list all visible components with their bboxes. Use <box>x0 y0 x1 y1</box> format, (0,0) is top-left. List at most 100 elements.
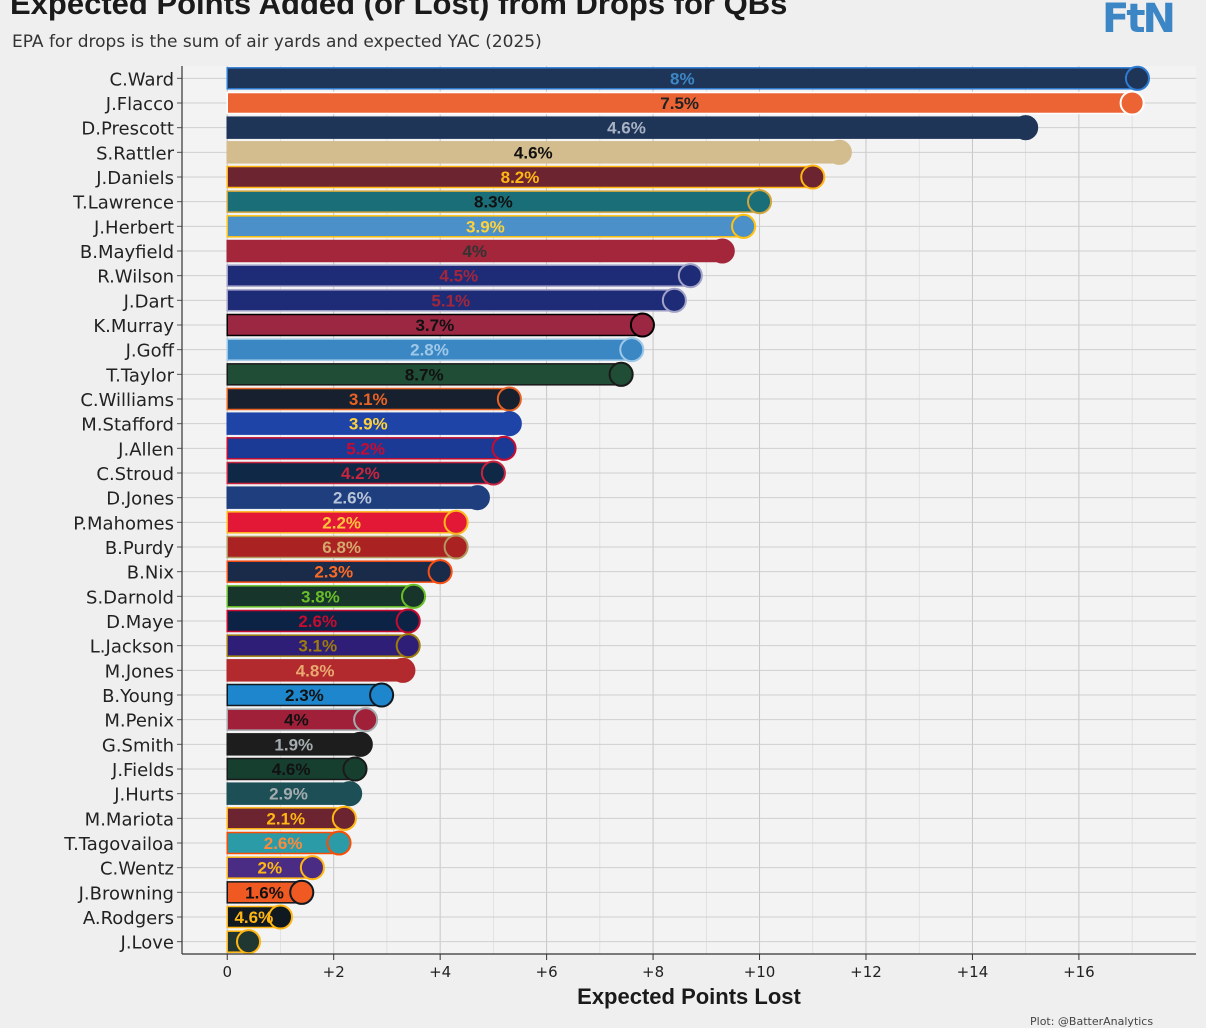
team-logo-commanders <box>800 164 826 190</box>
team-logo-ravens <box>395 633 421 659</box>
team-logo-titans <box>1124 65 1150 91</box>
x-tick-label: +14 <box>957 963 989 981</box>
team-logo-eagles <box>337 781 363 807</box>
team-logo-49ers <box>390 657 416 683</box>
data-label: 3.1% <box>298 637 337 656</box>
x-axis: 0 +2 +4 +6 +8 +10 +12 +14 +16 <box>181 66 1196 981</box>
team-logo-bears <box>496 386 522 412</box>
y-tick-label: A.Rodgers <box>83 908 174 929</box>
data-label: 3.1% <box>349 390 388 409</box>
team-logo-giants <box>677 263 703 289</box>
y-tick-label: C.Ward <box>110 69 174 90</box>
x-axis-label: Expected Points Lost <box>577 984 801 1009</box>
data-label: 8.2% <box>501 168 540 187</box>
team-logo-jaguars <box>746 189 773 215</box>
team-logo-commanders <box>331 805 357 831</box>
y-tick-label: J.Fields <box>111 760 174 781</box>
team-logo-falcons <box>353 707 379 733</box>
team-logo-giants <box>661 287 687 313</box>
team-logo-patriots <box>395 608 421 634</box>
team-logo-colts <box>464 485 490 511</box>
data-label: 3.9% <box>349 415 388 434</box>
x-tick-label: +2 <box>323 963 345 981</box>
data-label: 2.6% <box>298 612 337 631</box>
data-label: 8.3% <box>474 193 513 212</box>
y-tick-label: J.Allen <box>117 439 174 460</box>
team-logo-dolphins <box>326 830 352 856</box>
team-logo-buccaneers <box>709 238 735 264</box>
data-label: 4% <box>284 711 309 730</box>
y-tick-label: B.Purdy <box>105 538 175 559</box>
y-tick-label: J.Dart <box>123 291 174 312</box>
data-label: 4.5% <box>439 267 478 286</box>
data-label: 2.2% <box>322 513 361 532</box>
y-tick-label: L.Jackson <box>90 637 174 658</box>
team-logo-steelers <box>342 756 368 782</box>
data-label: 2.3% <box>314 563 353 582</box>
team-logo-chargers <box>731 213 757 239</box>
team-logo-saints <box>826 139 852 165</box>
page-title: Expected Points Added (or Lost) from Dro… <box>10 0 788 21</box>
team-logo-lions <box>619 337 645 363</box>
y-tick-label: B.Nix <box>127 563 175 584</box>
data-label: 4.8% <box>296 661 335 680</box>
data-label: 2% <box>258 859 283 878</box>
data-label: 4.6% <box>514 143 553 162</box>
x-tick-label: +10 <box>744 963 776 981</box>
x-tick-label: +4 <box>429 963 451 981</box>
team-logo-bengals <box>289 879 315 905</box>
team-logo-cardinals <box>629 312 655 338</box>
y-tick-label: J.Flacco <box>105 94 174 115</box>
data-label: 2.1% <box>266 809 305 828</box>
data-label: 2.3% <box>285 686 324 705</box>
y-tick-label: C.Williams <box>80 390 174 411</box>
data-label: 4.6% <box>607 119 646 138</box>
team-logo-packers <box>236 929 262 955</box>
data-label: 3.7% <box>415 316 454 335</box>
team-logo-raiders <box>347 731 373 757</box>
y-tick-label: D.Jones <box>106 489 174 510</box>
x-tick-label: +6 <box>536 963 558 981</box>
data-label: 8% <box>670 69 695 88</box>
x-tick-label: +16 <box>1063 963 1095 981</box>
team-logo-bills <box>491 435 517 461</box>
data-label: 1.6% <box>245 883 284 902</box>
y-tick-label: M.Penix <box>104 711 174 732</box>
data-label: 4.6% <box>272 760 311 779</box>
y-tick-label: C.Wentz <box>100 859 174 880</box>
data-label: 5.1% <box>431 291 470 310</box>
y-tick-label: J.Herbert <box>93 217 174 238</box>
y-tick-label: T.Taylor <box>105 365 174 386</box>
data-label: 2.6% <box>264 834 303 853</box>
team-logo-jets <box>608 361 634 387</box>
team-logo-browns <box>1119 90 1145 116</box>
y-tick-label: J.Hurts <box>113 785 174 806</box>
team-logo-rams <box>496 411 522 437</box>
y-tick-label: P.Mahomes <box>73 513 174 534</box>
x-tick-label: +8 <box>642 963 664 981</box>
y-tick-label: B.Mayfield <box>80 242 174 263</box>
y-tick-label: B.Young <box>102 686 174 707</box>
data-label: 4.6% <box>234 908 273 927</box>
data-label: 2.9% <box>269 785 308 804</box>
data-label: 5.2% <box>346 439 385 458</box>
y-tick-label: J.Browning <box>78 883 174 904</box>
team-logo-texans <box>480 460 506 486</box>
y-tick-label: D.Prescott <box>81 119 174 140</box>
data-label: 2.8% <box>410 341 449 360</box>
y-tick-label: M.Mariota <box>85 809 174 830</box>
team-logo-seahawks <box>401 583 427 609</box>
data-label: 4.2% <box>341 464 380 483</box>
x-tick-label: 0 <box>222 963 232 981</box>
y-tick-label: S.Darnold <box>86 587 174 608</box>
y-tick-label: K.Murray <box>93 316 174 337</box>
y-tick-label: J.Love <box>120 933 174 954</box>
data-label: 1.9% <box>274 735 313 754</box>
y-tick-label: G.Smith <box>102 735 174 756</box>
data-label: 4% <box>462 242 487 261</box>
y-tick-label: M.Jones <box>105 661 174 682</box>
team-logo-vikings <box>299 855 325 881</box>
y-tick-label: C.Stroud <box>96 464 174 485</box>
team-logo-49ers <box>443 534 469 560</box>
page-subtitle: EPA for drops is the sum of air yards an… <box>12 32 542 52</box>
